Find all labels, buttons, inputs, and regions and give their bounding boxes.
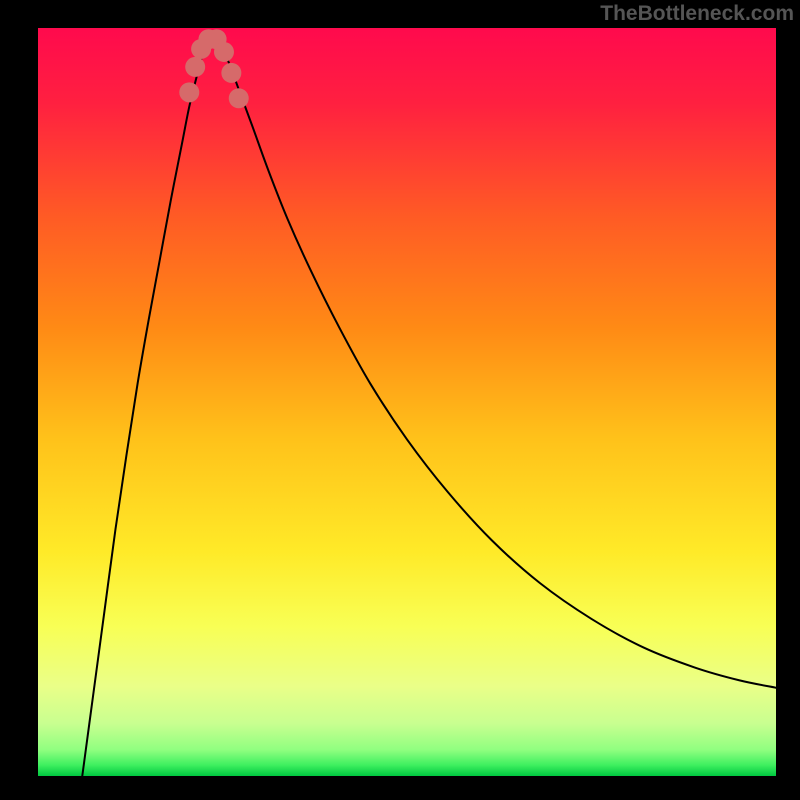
dot-7 <box>229 88 249 108</box>
plot-area <box>38 28 776 776</box>
dot-6 <box>221 63 241 83</box>
frame-right <box>776 0 800 800</box>
watermark-text: TheBottleneck.com <box>600 2 794 26</box>
frame-left <box>0 0 38 800</box>
dot-0 <box>179 82 199 102</box>
dot-5 <box>214 42 234 62</box>
dot-1 <box>185 57 205 77</box>
chart-root: TheBottleneck.com <box>0 0 800 800</box>
frame-bottom <box>0 776 800 800</box>
bottleneck-dots <box>38 28 776 776</box>
